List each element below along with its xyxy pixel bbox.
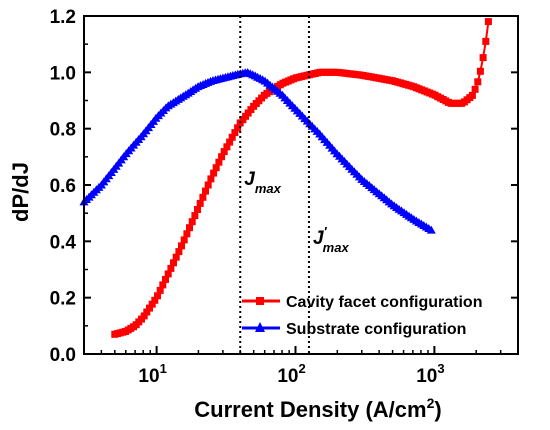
series-0-point-15 xyxy=(151,296,159,304)
x-tick-label-0: 101 xyxy=(138,361,166,387)
series-0-point-44 xyxy=(228,133,236,141)
series-0-point-46 xyxy=(234,124,242,132)
x-tick-label-1: 102 xyxy=(277,361,305,387)
legend-label-cavity: Cavity facet configuration xyxy=(286,294,482,311)
legend-marker-cavity xyxy=(256,297,264,305)
legend-marker-substrate xyxy=(255,322,265,332)
legend: Cavity facet configuration Substrate con… xyxy=(242,294,482,338)
series-0-point-33 xyxy=(199,193,207,201)
series-line-0 xyxy=(114,21,490,336)
series-0-point-11 xyxy=(140,312,148,320)
y-tick-label-0: 0.0 xyxy=(50,345,76,366)
y-tick-label-1: 0.2 xyxy=(50,289,76,310)
series-0-point-39 xyxy=(215,158,223,166)
annotation-sub-0: max xyxy=(255,181,282,196)
y-axis-title: dP/dJ xyxy=(8,162,33,222)
series-0-point-34 xyxy=(202,187,209,195)
series-0-point-18 xyxy=(159,281,167,289)
series-0-point-23 xyxy=(172,253,180,261)
series-0-point-31 xyxy=(194,206,201,213)
x-tick-base-1: 10 xyxy=(277,366,298,387)
y-tick-label-5: 1.0 xyxy=(50,63,76,84)
series-0-point-135 xyxy=(471,85,479,93)
series-0-point-140 xyxy=(484,18,492,26)
series-0-point-12 xyxy=(143,308,151,316)
series-0-point-43 xyxy=(226,138,234,146)
series-0-point-25 xyxy=(178,242,185,250)
series-0-point-137 xyxy=(476,67,484,75)
series-0-point-36 xyxy=(207,175,215,183)
x-tick-exp-1: 2 xyxy=(298,361,305,376)
annotation-prime-1: ′ xyxy=(324,224,328,239)
series-0-point-139 xyxy=(482,37,490,45)
series-0-point-134 xyxy=(468,91,476,99)
annotation-sub-1: max xyxy=(323,240,350,255)
series-0-point-24 xyxy=(175,248,183,256)
series-0-point-17 xyxy=(156,286,164,294)
x-axis-title: Current Density (A/cm2) xyxy=(194,395,441,422)
x-tick-base-2: 10 xyxy=(416,366,437,387)
series-0-point-32 xyxy=(196,199,204,207)
annotation-0: Jmax xyxy=(244,169,281,196)
y-tick-label-3: 0.6 xyxy=(50,176,76,197)
series-0-point-37 xyxy=(210,169,218,177)
y-tick-label-6: 1.2 xyxy=(50,7,76,28)
legend-label-substrate: Substrate configuration xyxy=(286,321,466,338)
annotation-main-0: J xyxy=(244,169,255,190)
series-0-point-22 xyxy=(170,259,177,267)
series-0-point-21 xyxy=(167,264,175,272)
series-0-point-38 xyxy=(212,164,220,172)
x-tick-exp-0: 1 xyxy=(160,361,167,376)
series-0-point-28 xyxy=(186,224,193,232)
annotation-main-1: J xyxy=(313,228,324,249)
series-0-point-136 xyxy=(474,78,482,86)
series-0-point-41 xyxy=(220,148,228,156)
series-0-point-45 xyxy=(231,129,239,137)
series-0-point-27 xyxy=(183,230,191,238)
series-0-point-13 xyxy=(146,304,153,312)
series-1-point-140 xyxy=(426,225,436,234)
series-0-point-40 xyxy=(218,153,226,161)
x-axis-title-end: ) xyxy=(434,397,441,422)
series-0-point-14 xyxy=(148,300,156,308)
x-tick-label-2: 103 xyxy=(416,361,444,387)
y-tick-label-4: 0.8 xyxy=(50,120,76,141)
y-tick-label-2: 0.4 xyxy=(50,232,77,253)
annotation-1: J′ max xyxy=(313,224,349,255)
series-line-1 xyxy=(83,71,432,231)
series-0-point-42 xyxy=(223,143,231,151)
series-0-point-16 xyxy=(154,292,161,300)
series-0-point-35 xyxy=(204,181,212,189)
x-tick-exp-2: 3 xyxy=(437,361,444,376)
series-0-point-30 xyxy=(191,212,199,220)
x-tick-base-0: 10 xyxy=(138,366,159,387)
series-0-point-138 xyxy=(479,54,487,62)
series-0-point-26 xyxy=(180,236,188,244)
series-0-point-19 xyxy=(162,275,169,283)
x-axis-title-sup: 2 xyxy=(427,395,435,411)
x-axis-title-main: Current Density (A/cm xyxy=(194,397,426,422)
series-0-point-20 xyxy=(164,270,172,278)
series-0-point-29 xyxy=(188,218,196,226)
